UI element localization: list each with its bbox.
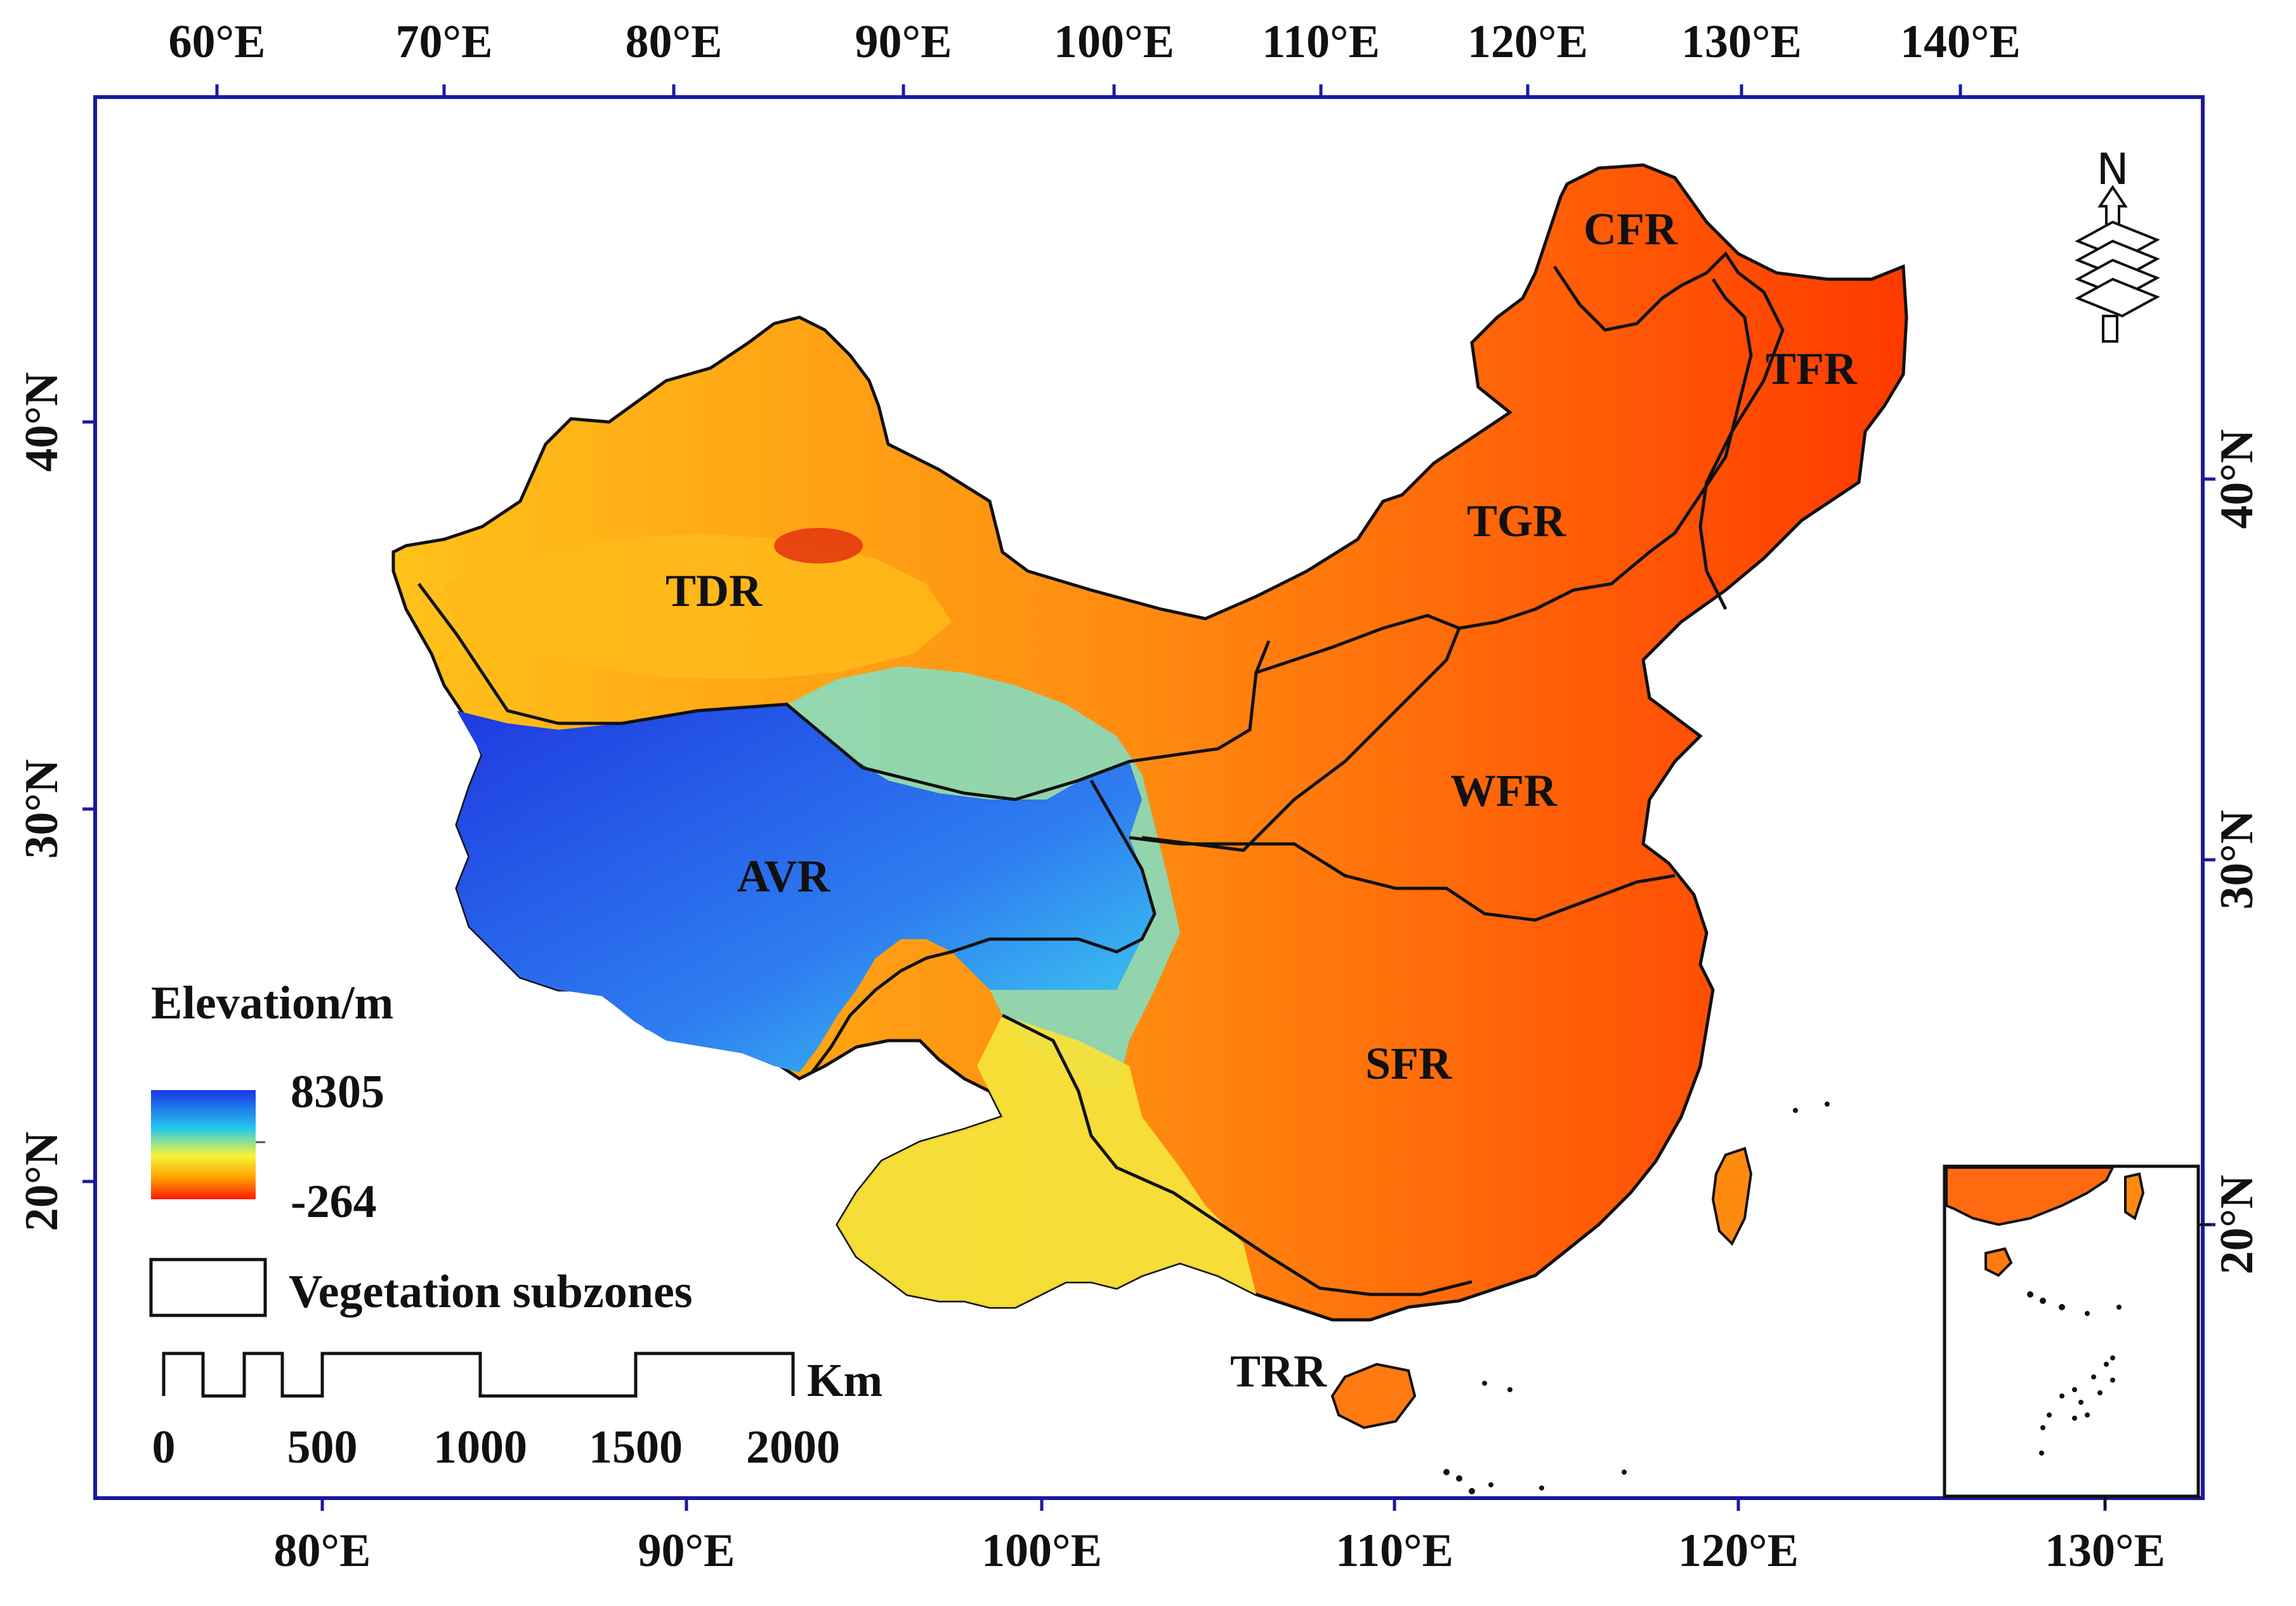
subzone-boundary bbox=[417, 583, 1271, 801]
bottom-lon-label: 110°E bbox=[1335, 1525, 1453, 1577]
hainan-island bbox=[1330, 1362, 1417, 1430]
tibet-plateau bbox=[457, 704, 1155, 1072]
scale-tick-label: 1000 bbox=[433, 1421, 527, 1473]
top-lon-label: 80°E bbox=[626, 16, 723, 68]
region-label-cfr: CFR bbox=[1584, 204, 1678, 254]
right-lat-label: 30°N bbox=[2211, 810, 2263, 909]
turpan-depression bbox=[774, 528, 863, 563]
inset-coast bbox=[1945, 1166, 2115, 1227]
subzone-legend-swatch bbox=[149, 1258, 267, 1317]
top-lon-label: 100°E bbox=[1054, 16, 1174, 68]
bottom-lon-label: 80°E bbox=[274, 1525, 371, 1577]
top-lon-label: 130°E bbox=[1681, 16, 1802, 68]
region-label-tdr: TDR bbox=[666, 565, 763, 616]
region-label-wfr: WFR bbox=[1450, 765, 1558, 816]
right-lat-label: 20°N bbox=[2211, 1175, 2263, 1274]
subzone-legend-label: Vegetation subzones bbox=[289, 1266, 693, 1318]
scale-tick-label: 500 bbox=[287, 1421, 358, 1473]
subzone-boundary bbox=[1256, 614, 1460, 675]
south-sea-dots bbox=[1443, 1102, 1830, 1494]
top-lon-label: 110°E bbox=[1262, 16, 1380, 68]
subzone-boundary bbox=[1141, 278, 1753, 852]
scale-tick-label: 2000 bbox=[746, 1421, 840, 1473]
right-lat-label: 40°N bbox=[2211, 429, 2263, 529]
bottom-lon-label: 90°E bbox=[638, 1525, 735, 1577]
vegetation-subzones bbox=[417, 251, 1785, 1296]
inset-islands bbox=[2027, 1291, 2122, 1456]
region-label-avr: AVR bbox=[737, 851, 831, 902]
left-lat-label: 30°N bbox=[16, 759, 68, 859]
region-label-trr: TRR bbox=[1230, 1346, 1327, 1397]
scale-bar bbox=[162, 1352, 795, 1398]
elevation-max-label: 8305 bbox=[291, 1066, 384, 1118]
top-lon-label: 90°E bbox=[855, 16, 952, 68]
scale-tick-label: 0 bbox=[152, 1421, 176, 1473]
inset-hainan bbox=[1984, 1247, 2013, 1277]
scale-tick-label: 1500 bbox=[589, 1421, 683, 1473]
region-label-sfr: SFR bbox=[1365, 1038, 1452, 1089]
scale-unit: Km bbox=[807, 1355, 882, 1407]
southwest-highlands bbox=[837, 1015, 1256, 1307]
subzone-boundary bbox=[811, 779, 1157, 1074]
tarim-basin bbox=[444, 533, 952, 679]
subzone-boundary bbox=[1552, 251, 1785, 610]
left-lat-label: 20°N bbox=[16, 1131, 68, 1231]
top-lon-label: 70°E bbox=[396, 16, 493, 68]
north-arrow-icon: N bbox=[2075, 145, 2160, 343]
inset-map bbox=[1943, 1164, 2211, 1509]
top-lon-label: 120°E bbox=[1467, 16, 1588, 68]
elevation-color-ramp bbox=[151, 1090, 256, 1199]
elevation-legend-title: Elevation/m bbox=[151, 977, 393, 1029]
inset-taiwan bbox=[2124, 1172, 2145, 1221]
bottom-lon-label: 120°E bbox=[1678, 1525, 1799, 1577]
top-lon-label: 140°E bbox=[1900, 16, 2021, 68]
top-lon-label: 60°E bbox=[169, 16, 266, 68]
elevation-min-label: -264 bbox=[291, 1176, 377, 1228]
left-lat-label: 40°N bbox=[16, 372, 68, 471]
bottom-lon-label: 100°E bbox=[981, 1525, 1102, 1577]
taiwan-island bbox=[1711, 1147, 1753, 1246]
subzone-boundary bbox=[1001, 1013, 1473, 1296]
region-label-tfr: TFR bbox=[1766, 343, 1858, 394]
region-label-tgr: TGR bbox=[1467, 496, 1566, 546]
subzone-boundary bbox=[1129, 836, 1676, 922]
bottom-lon-label: 130°E bbox=[2045, 1525, 2165, 1577]
